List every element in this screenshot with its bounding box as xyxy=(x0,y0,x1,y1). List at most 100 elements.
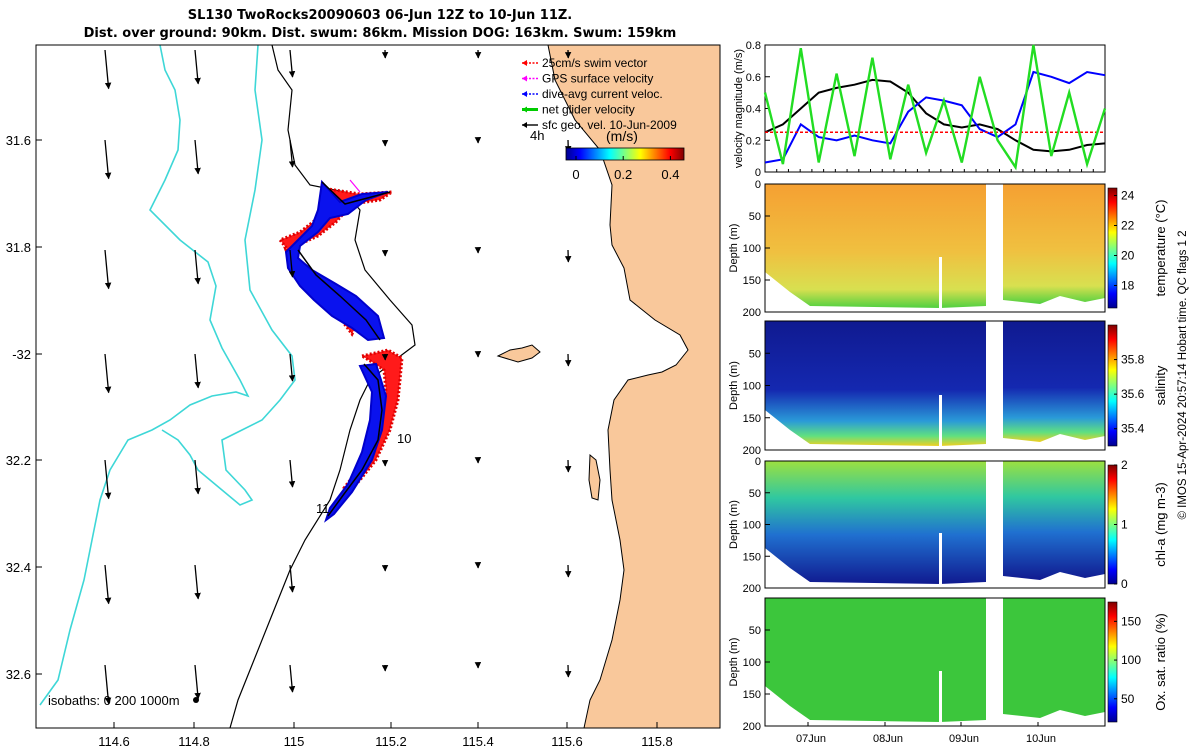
heatmap-data-region-2 xyxy=(1003,321,1105,442)
heatmap-xtick-label: 10Jun xyxy=(1026,733,1056,745)
heatmap-data-region xyxy=(765,321,986,446)
geo-velocity-arrow xyxy=(104,353,112,394)
geo-velocity-arrow xyxy=(288,564,296,593)
heatmap-gap xyxy=(939,671,942,726)
velocity-series-black xyxy=(764,78,1106,153)
geo-velocity-arrow xyxy=(288,353,296,382)
heatmap-xtick-label: 07Jun xyxy=(796,733,826,745)
geo-velocity-arrow xyxy=(104,459,112,500)
legend-label: GPS surface velocity xyxy=(542,72,653,86)
colorbar-tick-label: 0.2 xyxy=(614,167,632,182)
velocity-ytick-label: 0.4 xyxy=(746,104,761,116)
geo-velocity-arrow xyxy=(194,49,201,85)
lon-tick-label: 115.8 xyxy=(641,734,673,749)
heatmap-ytick-label: 200 xyxy=(743,583,761,595)
isobath-label: isobaths: 0 200 1000m xyxy=(48,693,180,708)
velocity-ytick-label: 0.8 xyxy=(746,40,761,52)
heatmap-data-region-2 xyxy=(1003,461,1105,580)
day-label-10: 10 xyxy=(397,431,411,446)
heatmap-data-region xyxy=(765,598,986,722)
lat-tick-label: 32.6 xyxy=(6,667,31,682)
colorbar-tick-label: 18 xyxy=(1121,279,1135,293)
heatmap-ytick-label: 100 xyxy=(743,657,761,669)
geo-velocity-arrow xyxy=(194,664,201,700)
heatmap-ylabel: Depth (m) xyxy=(728,638,740,687)
geo-velocity-arrow xyxy=(194,459,201,495)
velocity-ytick-label: 0.6 xyxy=(746,72,761,84)
plot-title-line2: Dist. over ground: 90km. Dist. swum: 86k… xyxy=(83,26,677,41)
heatmap-ytick-label: 0 xyxy=(755,179,761,191)
heatmap-clabel: Ox. sat. ratio (%) xyxy=(1153,613,1168,711)
geo-velocity-arrow xyxy=(104,49,112,90)
lon-tick-label: 115.2 xyxy=(375,734,407,749)
lat-tick-label: 31.8 xyxy=(6,240,31,255)
map-frame xyxy=(35,44,721,729)
lat-tick-label: 31.6 xyxy=(6,133,31,148)
colorbar-tick-label: 150 xyxy=(1121,614,1141,628)
heatmap-salinity: 50 100 150 200 Depth (m) 35.4 35.6 35.8 salinity xyxy=(728,320,1168,457)
colorbar-tick-label: 20 xyxy=(1121,249,1135,263)
lat-tick-label: 32.2 xyxy=(6,453,31,468)
heatmap-ytick-label: 100 xyxy=(743,243,761,255)
legend-arrowhead xyxy=(522,106,527,113)
geo-velocity-arrow xyxy=(104,664,112,705)
heatmap-xtick-label: 09Jun xyxy=(949,733,979,745)
colorbar-tick-label: 0.4 xyxy=(661,167,679,182)
gps-surface-velocity-arrow xyxy=(349,179,361,193)
colorbar-tick-label: 35.8 xyxy=(1121,353,1145,367)
velocity-ylabel: velocity magnitude (m/s) xyxy=(733,49,745,168)
velocity-ytick-label: 0 xyxy=(755,167,761,179)
geo-velocity-arrow xyxy=(104,249,112,290)
heatmap-ylabel: Depth (m) xyxy=(728,361,740,410)
colorbar-tick-label: 0 xyxy=(1121,577,1128,591)
geo-velocity-arrow xyxy=(104,564,112,605)
lat-tick-label: 32.4 xyxy=(6,560,31,575)
lon-tick-label: 115.4 xyxy=(462,734,494,749)
geostrophic-arrows xyxy=(104,49,572,705)
heatmap-ytick-label: 150 xyxy=(743,689,761,701)
lon-tick-label: 114.8 xyxy=(178,734,210,749)
geo-velocity-arrow xyxy=(288,664,296,693)
geo-velocity-arrow xyxy=(288,49,296,78)
heatmap-colorbar xyxy=(1107,324,1118,447)
velocity-ytick-label: 0.2 xyxy=(746,135,761,147)
lat-tick-label: -32 xyxy=(12,347,31,362)
geo-velocity-arrow xyxy=(194,249,201,285)
lon-tick-label: 114.6 xyxy=(98,734,130,749)
geo-velocity-arrow xyxy=(104,139,112,180)
heatmap-temperature: 0 50 100 150 200 Depth (m) 18 20 22 24 temperature… xyxy=(728,179,1168,319)
velocity-series-green xyxy=(763,44,1107,171)
heatmap-colorbar xyxy=(1107,187,1118,309)
heatmap-ytick-label: 150 xyxy=(743,551,761,563)
heatmap-ytick-label: 50 xyxy=(749,488,761,500)
heatmap-chl-a: 0 50 100 150 200 Depth (m) 0 1 2 chl-a (mg m-3) xyxy=(728,456,1168,595)
heatmap-ylabel: Depth (m) xyxy=(728,224,740,273)
isobath-1000m xyxy=(39,45,250,706)
colorbar-unit: (m/s) xyxy=(606,128,638,144)
geo-velocity-arrow xyxy=(288,139,296,168)
heatmap-data-region-2 xyxy=(1003,598,1105,718)
heatmap-ytick-label: 100 xyxy=(743,520,761,532)
heatmap-ytick-label: 50 xyxy=(749,211,761,223)
velocity-series-blue xyxy=(764,70,1106,164)
geo-velocity-arrow xyxy=(288,249,296,278)
heatmap-ylabel: Depth (m) xyxy=(728,500,740,549)
colorbar-tick-label: 35.6 xyxy=(1121,387,1145,401)
lon-tick-label: 115 xyxy=(284,734,305,749)
heatmap-data-region xyxy=(765,461,986,584)
island-polygon-2 xyxy=(588,453,601,501)
heatmap-ytick-label: 50 xyxy=(749,625,761,637)
colorbar-tick-label: 0 xyxy=(572,167,579,182)
map-axis-ticks: 114.6 114.8 115 115.2 115.4 115.6 115.8 31.6 31.… xyxy=(6,133,673,749)
legend-arrowhead xyxy=(522,75,527,82)
geo-velocity-arrow xyxy=(194,139,201,175)
heatmap-ytick-label: 50 xyxy=(749,348,761,360)
heatmap-ytick-label: 200 xyxy=(743,721,761,733)
heatmap-gap xyxy=(939,257,942,312)
colorbar-tick-label: 35.4 xyxy=(1121,422,1145,436)
heatmap-clabel: salinity xyxy=(1153,365,1168,405)
map-colorbar xyxy=(565,147,685,161)
map-colorbar-ticks: 0 0.2 0.4 xyxy=(572,156,679,182)
colorbar-prefix: 4h xyxy=(530,128,544,143)
